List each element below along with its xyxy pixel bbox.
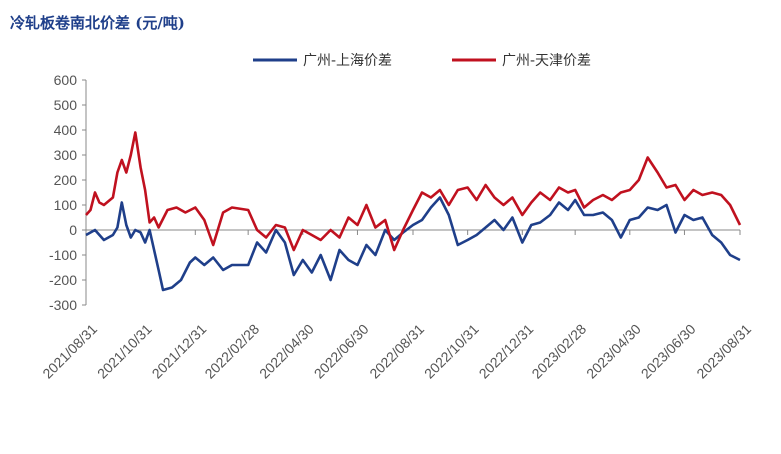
y-tick-label: 500 (54, 97, 78, 113)
x-tick-label: 2023/08/31 (693, 321, 754, 382)
chart-title: 冷轧板卷南北价差 (元/吨) (10, 14, 185, 32)
series-line-2 (85, 131, 742, 252)
y-tick-label: 0 (69, 222, 77, 238)
y-tick-label: 600 (54, 72, 78, 88)
y-axis: 600 500 400 300 200 100 0 -100 -200 -300 (49, 72, 87, 313)
x-tick-label: 2021/10/31 (94, 321, 155, 382)
x-tick-label: 2022/02/28 (201, 321, 262, 382)
x-tick-label: 2023/04/30 (583, 321, 644, 382)
y-tick-label: -100 (49, 247, 77, 263)
y-tick-label: -300 (49, 297, 77, 313)
y-tick-label: 100 (54, 197, 78, 213)
y-tick-label: -200 (49, 272, 77, 288)
x-tick-label: 2022/06/30 (311, 321, 372, 382)
x-tick-label: 2022/04/30 (256, 321, 317, 382)
legend-label-1: 广州-上海价差 (303, 53, 392, 69)
x-tick-label: 2023/02/28 (528, 321, 589, 382)
legend: 广州-上海价差 广州-天津价差 (253, 53, 591, 69)
legend-label-2: 广州-天津价差 (502, 53, 591, 69)
x-tick-label: 2022/10/31 (421, 321, 482, 382)
y-tick-label: 400 (54, 122, 78, 138)
x-tick-label: 2021/08/31 (39, 321, 100, 382)
x-tick-label: 2022/08/31 (366, 321, 427, 382)
y-tick-label: 200 (54, 172, 78, 188)
x-tick-label: 2021/12/31 (149, 321, 210, 382)
x-axis: 2021/08/312021/10/312021/12/312022/02/28… (39, 229, 754, 382)
y-tick-label: 300 (54, 147, 78, 163)
series-layer (85, 131, 742, 292)
x-tick-label: 2023/06/30 (638, 321, 699, 382)
x-tick-label: 2022/12/31 (476, 321, 537, 382)
